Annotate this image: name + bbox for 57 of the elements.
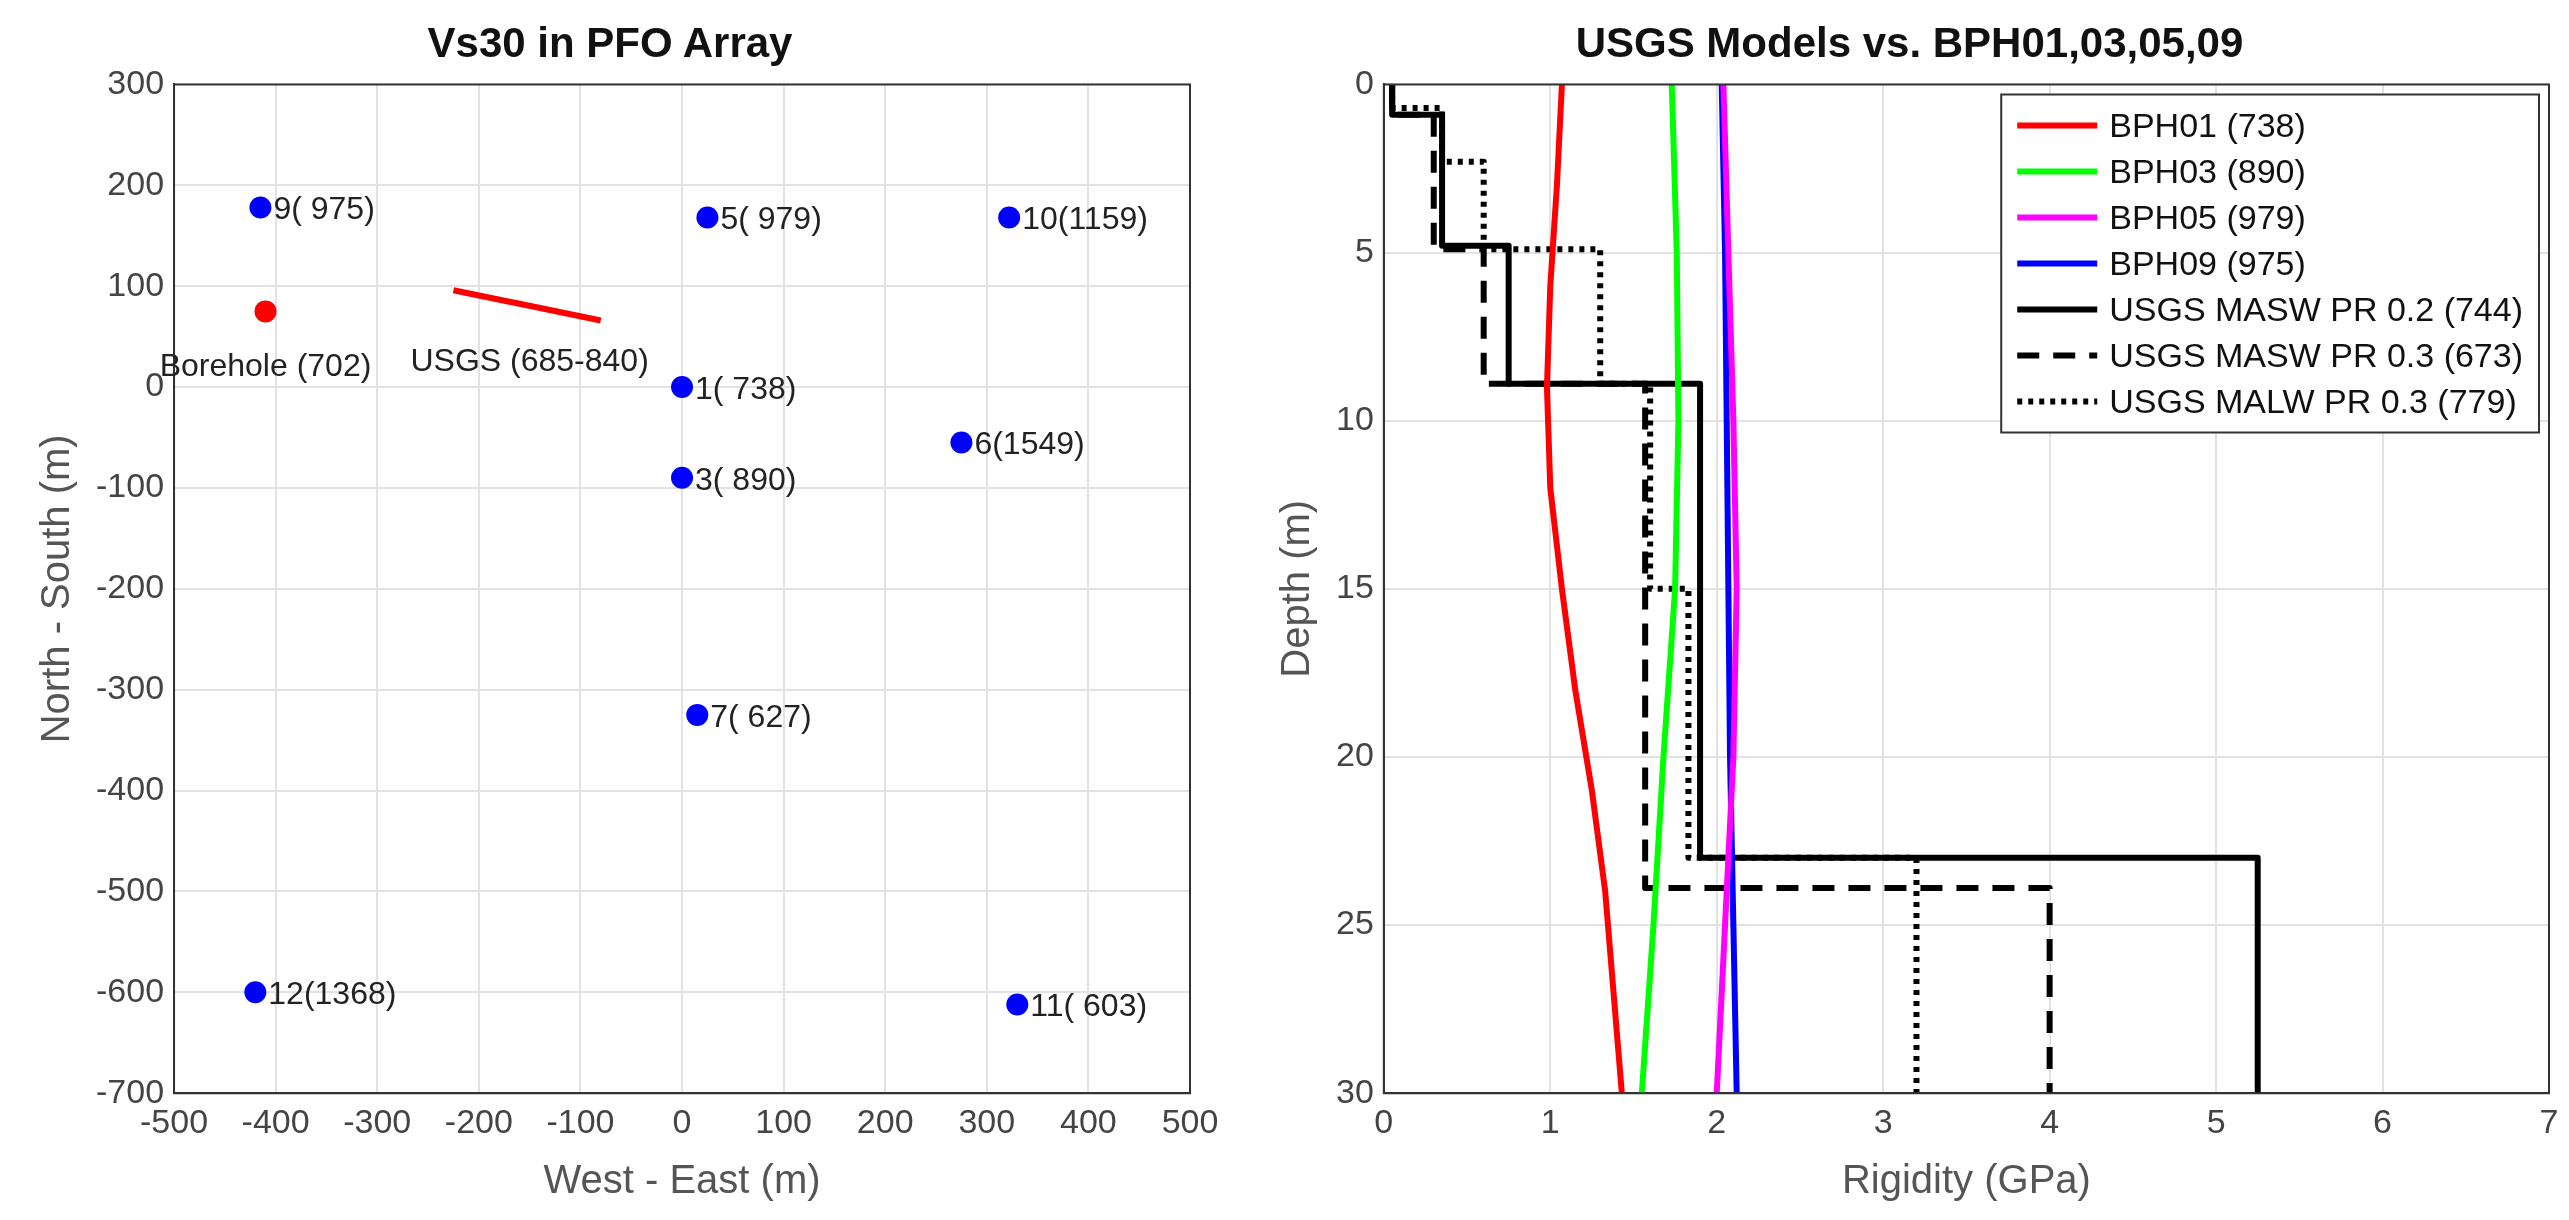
x-axis-title: West - East (m)	[543, 1157, 821, 1202]
legend-label: BPH01 (738)	[2109, 105, 2306, 144]
annotation: 7( 627)	[710, 697, 812, 734]
x-tick-label: 6	[2373, 1101, 2393, 1140]
y-tick-label: 10	[1335, 399, 1374, 438]
x-tick-label: 400	[1060, 1101, 1117, 1140]
annotation: 11( 603)	[1030, 987, 1148, 1024]
y-tick-label: -600	[95, 970, 165, 1009]
y-tick-label: -200	[95, 567, 165, 606]
y-tick-label: 25	[1335, 903, 1374, 942]
x-tick-label: 7	[2539, 1101, 2559, 1140]
y-tick-label: -100	[95, 466, 165, 505]
y-tick-label: 100	[107, 264, 165, 303]
legend-label: BPH09 (975)	[2109, 243, 2306, 282]
annotation: 6(1549)	[974, 425, 1085, 462]
x-tick-label: 300	[958, 1101, 1016, 1140]
chart-title: USGS Models vs. BPH01,03,05,09	[1575, 18, 2244, 66]
x-tick-label: 100	[755, 1101, 812, 1140]
annotation: USGS (685-840)	[410, 342, 649, 379]
y-tick-label: 200	[107, 163, 165, 202]
y-tick-label: 20	[1335, 735, 1374, 774]
y-tick-label: -700	[95, 1071, 165, 1110]
annotation: 3( 890)	[695, 460, 797, 497]
y-tick-label: 5	[1354, 230, 1374, 269]
x-tick-label: 5	[2206, 1101, 2226, 1140]
x-tick-label: 500	[1161, 1101, 1219, 1140]
y-tick-label: 30	[1335, 1071, 1374, 1110]
x-tick-label: 200	[856, 1101, 914, 1140]
x-tick-label: 3	[1873, 1101, 1893, 1140]
legend-label: BPH05 (979)	[2109, 197, 2306, 236]
y-tick-label: -400	[95, 768, 165, 807]
annotation: 1( 738)	[695, 369, 797, 406]
x-axis-title: Rigidity (GPa)	[1841, 1157, 2091, 1202]
legend-label: USGS MASW PR 0.3 (673)	[2109, 335, 2523, 374]
legend-label: USGS MALW PR 0.3 (779)	[2109, 381, 2517, 420]
annotation: 5( 979)	[720, 200, 822, 237]
x-tick-label: -200	[444, 1101, 513, 1140]
y-tick-label: 300	[107, 62, 165, 101]
annotation: 10(1159)	[1022, 200, 1148, 237]
y-tick-label: -300	[95, 668, 165, 707]
y-axis-title: Depth (m)	[1273, 499, 1318, 678]
x-tick-label: -400	[241, 1101, 310, 1140]
legend-label: BPH03 (890)	[2109, 151, 2306, 190]
x-tick-label: 0	[672, 1101, 692, 1140]
y-tick-label: -500	[95, 869, 165, 908]
annotation: 9( 975)	[273, 190, 375, 227]
legend-label: USGS MASW PR 0.2 (744)	[2109, 289, 2523, 328]
annotation: 12(1368)	[268, 975, 397, 1012]
y-axis-title: North - South (m)	[33, 434, 78, 744]
chart-title: Vs30 in PFO Array	[427, 18, 794, 66]
x-tick-label: 1	[1540, 1101, 1560, 1140]
x-tick-label: -300	[343, 1101, 412, 1140]
x-tick-label: 4	[2040, 1101, 2060, 1140]
x-tick-label: -100	[546, 1101, 615, 1140]
y-tick-label: 15	[1335, 567, 1374, 606]
y-tick-label: 0	[1354, 62, 1374, 101]
x-tick-label: 2	[1707, 1101, 1727, 1140]
